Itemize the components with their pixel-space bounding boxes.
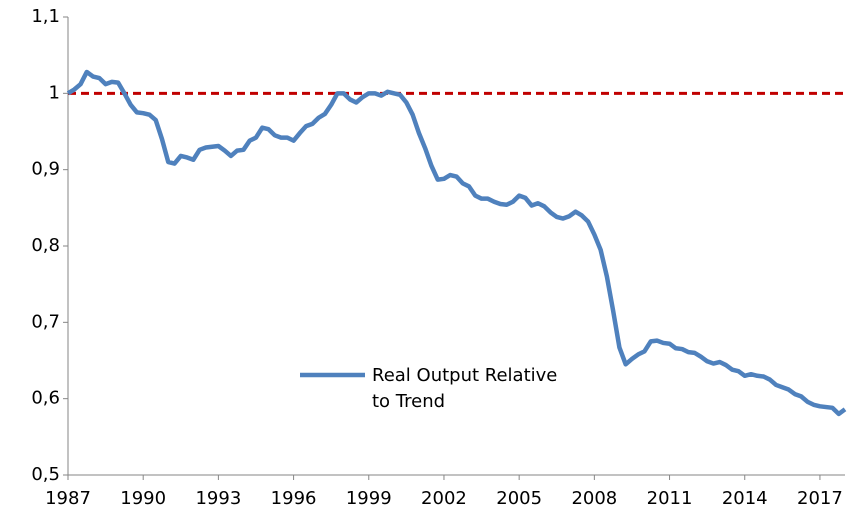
series-line [66, 69, 847, 417]
y-tick-label: 1,1 [31, 6, 60, 27]
x-tick-label: 2011 [647, 488, 693, 509]
y-tick-label: 1 [49, 82, 60, 103]
x-tick-label: 1993 [195, 488, 241, 509]
y-tick-label: 0,9 [31, 159, 60, 180]
x-tick-label: 1990 [120, 488, 166, 509]
legend-label: Real Output Relative to Trend [372, 365, 558, 412]
y-tick-label: 0,8 [31, 235, 60, 256]
x-tick-label: 1996 [271, 488, 317, 509]
x-tick-label: 1999 [346, 488, 392, 509]
x-tick-label: 2002 [421, 488, 467, 509]
x-tick-label: 2008 [571, 488, 617, 509]
y-tick-label: 0,6 [31, 388, 60, 409]
y-tick-label: 0,7 [31, 311, 60, 332]
x-tick-label: 2017 [797, 488, 843, 509]
x-tick-label: 2014 [722, 488, 768, 509]
x-tick-label: 2005 [496, 488, 542, 509]
x-tick-label: 1987 [45, 488, 91, 509]
y-tick-label: 0,5 [31, 464, 60, 485]
